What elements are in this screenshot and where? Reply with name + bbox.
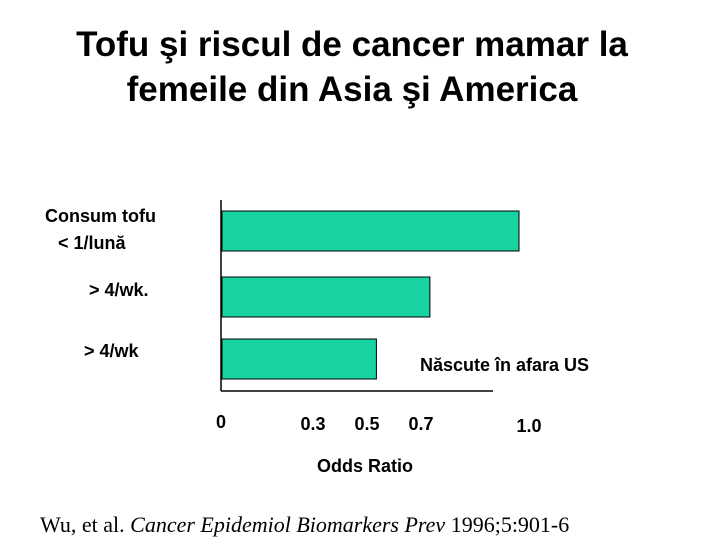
citation-journal: Cancer Epidemiol Biomarkers Prev [130,512,446,537]
x-axis-label: Odds Ratio [317,456,413,476]
category-label-3: > 4/wk [84,341,140,361]
tick-labels-group: 0 0.3 0.5 0.7 1.0 [216,412,542,436]
bar-2 [221,276,431,318]
tick-label-0-7: 0.7 [408,414,433,434]
title-line-2: femeile din Asia şi America [126,70,578,109]
title-line-1: Tofu şi riscul de cancer mamar la [76,25,628,64]
category-label-1-line-2: < 1/lună [58,233,127,253]
category-labels-group: Consum tofu < 1/lună > 4/wk. > 4/wk [45,206,156,361]
category-label-2: > 4/wk. [89,280,149,300]
citation-ref: 1996;5:901-6 [445,512,570,537]
citation-authors: Wu, et al. [40,512,131,537]
odds-ratio-bar-chart: Consum tofu < 1/lună > 4/wk. > 4/wk 0 0.3 0.5… [45,200,589,476]
tick-label-0-5: 0.5 [354,414,379,434]
bars-group [221,210,520,380]
citation: Wu, et al. Cancer Epidemiol Biomarkers P… [40,512,700,538]
bar-1 [221,210,520,252]
bar-3 [221,338,377,380]
annotation-label: Născute în afara US [420,355,589,375]
category-label-1: Consum tofu [45,206,156,226]
tick-label-0-3: 0.3 [300,414,325,434]
tick-label-1-0: 1.0 [516,416,541,436]
chart-title: Tofu şi riscul de cancer mamar la femeil… [0,22,704,112]
tick-label-0: 0 [216,412,226,432]
